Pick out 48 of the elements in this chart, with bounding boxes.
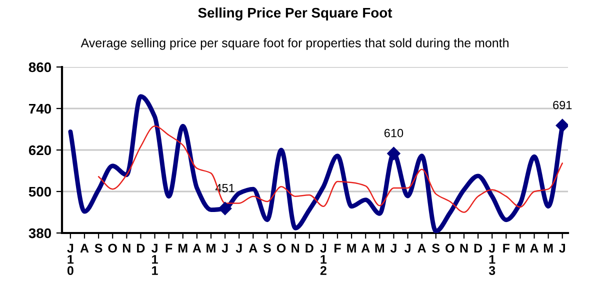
- x-tick-label: J 1 0: [67, 244, 74, 275]
- x-tick-label: O: [108, 244, 117, 253]
- x-tick-label: J 1 1: [151, 244, 158, 275]
- y-tick-label: 860: [28, 62, 52, 72]
- x-tick-label: M: [516, 244, 525, 252]
- x-tick-label: A: [80, 244, 89, 252]
- point: [556, 118, 568, 132]
- point: [218, 202, 232, 216]
- x-tick-label: N: [292, 244, 299, 252]
- x-tick-label: S: [263, 244, 271, 253]
- point: [387, 146, 400, 160]
- chart-title: Selling Price Per Square Foot: [198, 7, 392, 21]
- x-tick-label: D: [474, 244, 482, 252]
- y-tick-label: 620: [28, 145, 52, 156]
- x-tick-label: J: [559, 244, 565, 253]
- x-tick-label: J 1 3: [488, 244, 496, 276]
- x-tick-label: S: [94, 244, 102, 253]
- x-tick-label: A: [530, 244, 538, 252]
- y-tick-label: 740: [29, 104, 52, 114]
- x-tick-label: M: [544, 244, 553, 252]
- x-tick-label: M: [206, 244, 216, 252]
- x-tick-label: J: [236, 244, 242, 253]
- x-tick-label: F: [334, 244, 341, 252]
- x-tick-label: J: [222, 244, 228, 253]
- data-label: 610: [384, 128, 404, 138]
- x-tick-label: J: [390, 244, 396, 253]
- x-tick-label: D: [306, 244, 314, 252]
- chart-subtitle: Average selling price per square foot for properties that sold during the month: [80, 38, 508, 50]
- y-tick-label: 500: [28, 186, 52, 197]
- x-tick-label: F: [503, 244, 510, 252]
- x-tick-label: A: [418, 244, 426, 252]
- y-tick-label: 380: [28, 228, 52, 238]
- x-tick-label: S: [432, 244, 440, 253]
- x-tick-label: M: [347, 244, 356, 252]
- x-tick-label: F: [166, 244, 172, 252]
- x-tick-label: M: [178, 244, 188, 252]
- x-tick-label: A: [248, 244, 258, 252]
- data-label: 691: [553, 100, 572, 110]
- x-tick-label: J: [404, 244, 410, 253]
- x-tick-label: D: [137, 244, 145, 252]
- x-tick-label: A: [361, 244, 370, 252]
- x-tick-label: N: [460, 244, 468, 252]
- x-tick-label: M: [375, 244, 384, 252]
- x-tick-label: O: [446, 244, 454, 253]
- x-tick-label: O: [276, 244, 286, 253]
- x-tick-label: A: [192, 244, 202, 252]
- x-tick-label: N: [122, 244, 130, 252]
- x-tick-label: J 1 2: [320, 244, 327, 275]
